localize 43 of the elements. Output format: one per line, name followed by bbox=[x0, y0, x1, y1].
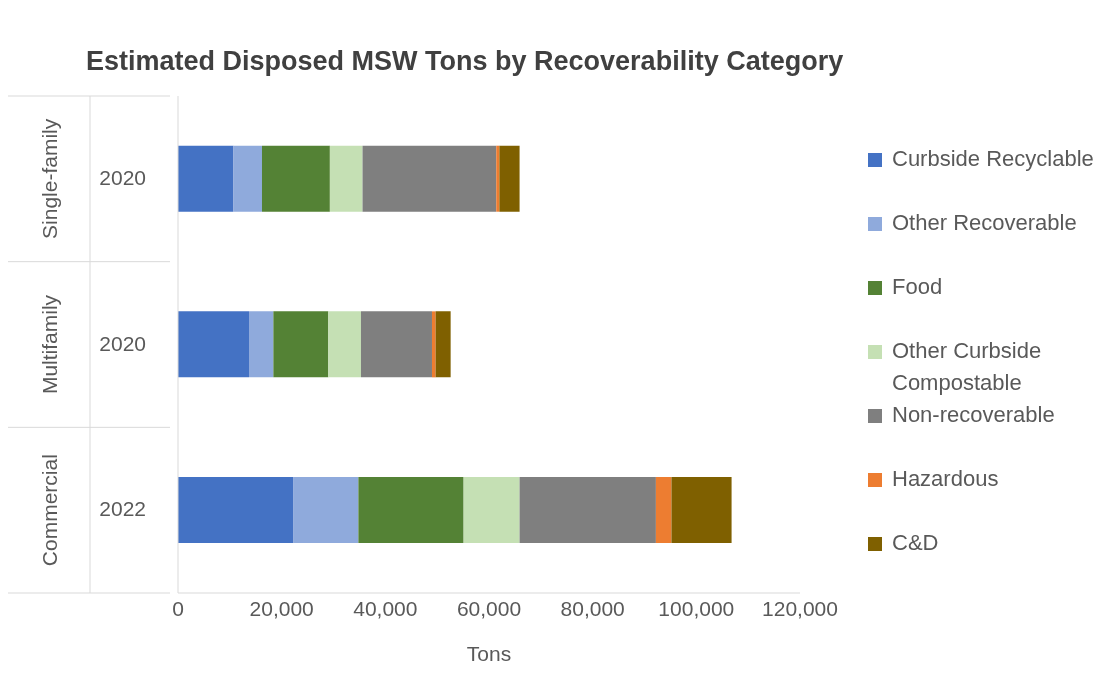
text: Commercial bbox=[38, 454, 61, 567]
x-tick-label: 20,000 bbox=[249, 596, 314, 620]
bar bbox=[362, 145, 497, 212]
y-tick-label: 2020 bbox=[99, 165, 146, 189]
legend-label: Hazardous bbox=[892, 465, 1000, 493]
bar bbox=[293, 477, 359, 544]
bar bbox=[328, 311, 361, 378]
x-axis-title: Tons bbox=[466, 642, 512, 665]
bar bbox=[671, 477, 732, 544]
x-tick-label: 120,000 bbox=[762, 596, 838, 620]
legend-label: Other Recoverable bbox=[892, 209, 1078, 237]
bar bbox=[360, 311, 432, 378]
x-tick-label: 100,000 bbox=[658, 596, 735, 620]
bar bbox=[431, 311, 436, 378]
bar bbox=[178, 145, 234, 212]
bar bbox=[178, 311, 250, 378]
legend-label: Other Curbside Compostable bbox=[892, 337, 1043, 397]
bar bbox=[261, 145, 330, 212]
chart-title: Estimated Disposed MSW Tons by Recoverability Category bbox=[86, 46, 844, 77]
legend-label: C&D bbox=[892, 529, 940, 557]
bar bbox=[178, 477, 294, 544]
text: Single-family bbox=[38, 118, 61, 239]
text: Multifamily bbox=[38, 294, 61, 395]
bar bbox=[496, 145, 500, 212]
bar bbox=[233, 145, 262, 212]
legend-label: Curbside Recyclable bbox=[892, 145, 1095, 173]
bar bbox=[499, 145, 520, 212]
x-tick-label: 40,000 bbox=[353, 596, 418, 620]
bar bbox=[463, 477, 520, 544]
legend-label: Non-recoverable bbox=[892, 401, 1056, 429]
bar bbox=[273, 311, 329, 378]
bar bbox=[519, 477, 656, 544]
x-tick-label: 0 bbox=[172, 596, 184, 620]
bar bbox=[329, 145, 363, 212]
bar bbox=[249, 311, 274, 378]
y-tick-label: 2020 bbox=[99, 331, 146, 355]
y-tick-label: 2022 bbox=[99, 497, 146, 521]
x-tick-label: 80,000 bbox=[560, 596, 625, 620]
bar bbox=[358, 477, 464, 544]
legend-label: Food bbox=[892, 273, 944, 301]
bar bbox=[435, 311, 451, 378]
bar bbox=[655, 477, 672, 544]
x-tick-label: 60,000 bbox=[456, 596, 522, 620]
